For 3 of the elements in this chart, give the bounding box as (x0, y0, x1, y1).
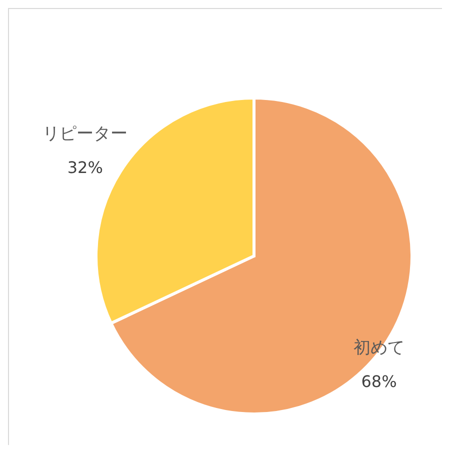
data-label: 68% (361, 372, 397, 392)
data-label: 32% (67, 158, 103, 177)
slice-label: リピーター (42, 124, 128, 144)
